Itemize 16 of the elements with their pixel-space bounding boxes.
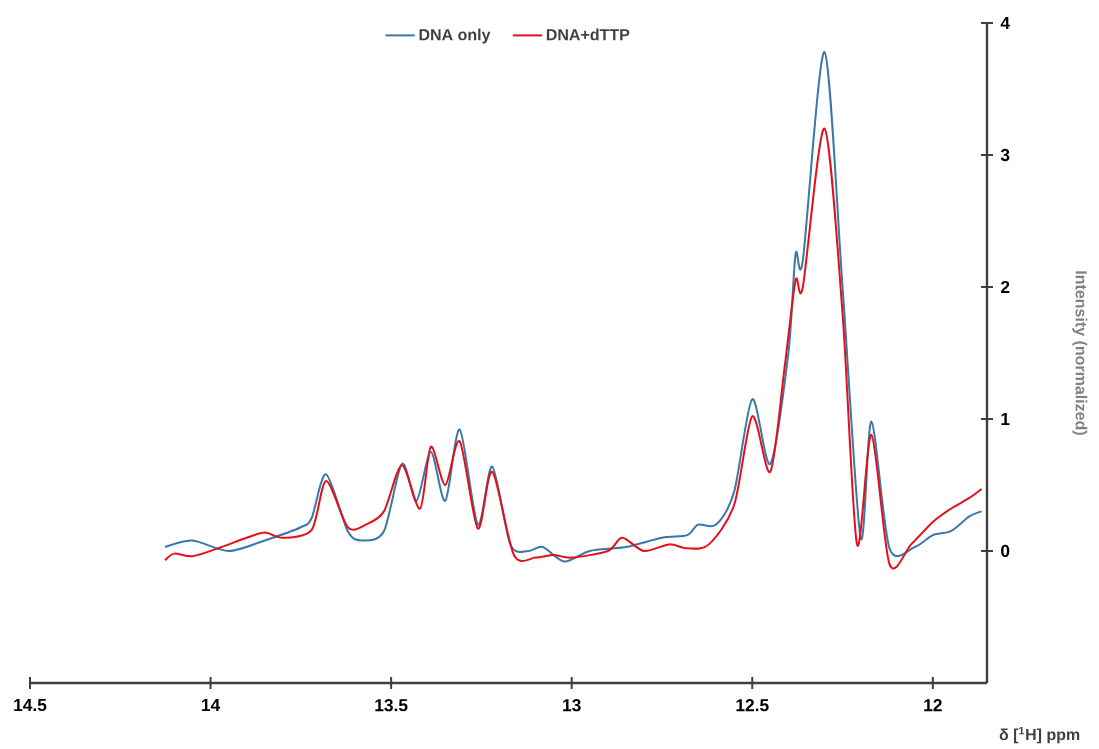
x-tick-label: 14.5 bbox=[14, 699, 47, 712]
x-tick-label: 13.5 bbox=[375, 699, 408, 712]
y-tick-label: 3 bbox=[1000, 148, 1010, 162]
x-tick-label: 14 bbox=[202, 699, 221, 711]
x-tick-label: 12.5 bbox=[736, 699, 769, 712]
y-tick-label: 0 bbox=[1001, 544, 1010, 558]
y-tick-label: 1 bbox=[1001, 413, 1010, 425]
x-tick-label: 13 bbox=[563, 699, 581, 712]
legend-label: DNA+dTTP bbox=[546, 28, 630, 41]
legend-label: DNA only bbox=[419, 28, 491, 44]
x-axis-title: δ [$^{1}$H] ppm bbox=[999, 726, 1080, 744]
line-series bbox=[164, 51, 983, 563]
y-tick-label: 2 bbox=[1000, 280, 1010, 294]
x-tick-label: 12 bbox=[924, 699, 942, 712]
y-axis-title: Intensity (normalized) bbox=[1072, 271, 1088, 435]
y-tick-label: 4 bbox=[1000, 17, 1010, 29]
